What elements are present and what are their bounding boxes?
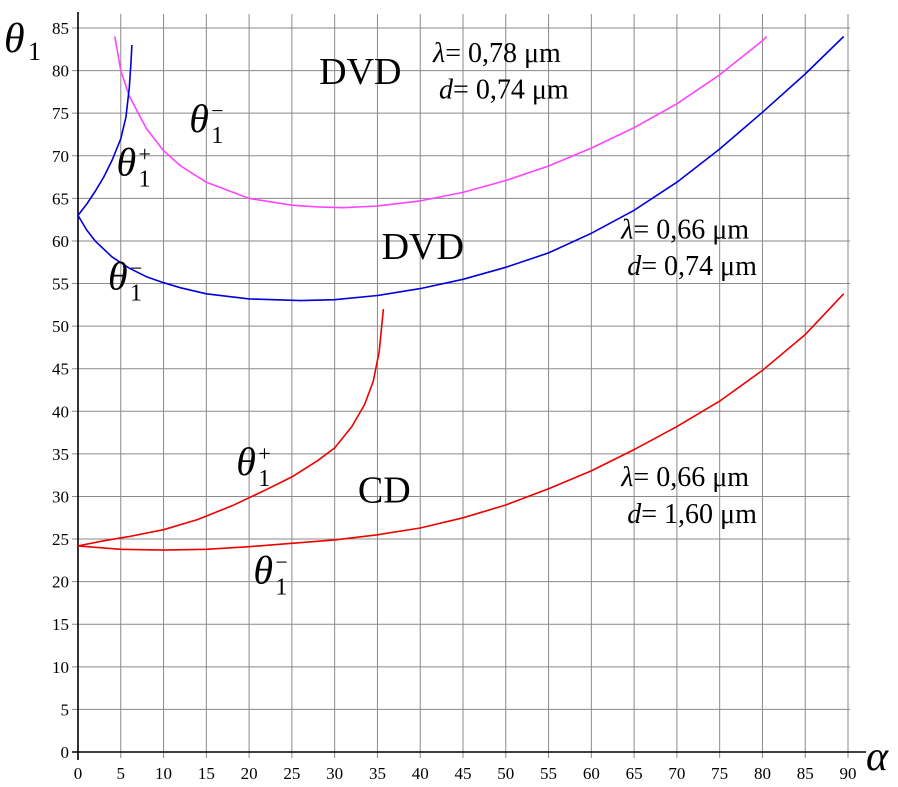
y-tick-label: 10 xyxy=(52,658,69,677)
axes xyxy=(72,12,866,760)
theta-plus-cd-sign: + xyxy=(258,441,270,466)
theta-minus-dvd066-sign: − xyxy=(130,255,142,280)
params-dvd066-d: d= 0,74 μm xyxy=(627,251,757,282)
theta-plus-cd: θ xyxy=(236,439,256,484)
y-tick-label: 25 xyxy=(52,530,69,549)
x-tick-label: 60 xyxy=(583,764,600,783)
x-tick-label: 25 xyxy=(283,764,300,783)
annotations: DVD DVD CD λ= 0,78 μm d= 0,74 μm λ= 0,66 μm d=… xyxy=(108,38,757,600)
x-tick-label: 65 xyxy=(626,764,643,783)
y-tick-label: 75 xyxy=(52,104,69,123)
x-tick-label: 80 xyxy=(754,764,771,783)
series-line-3 xyxy=(77,309,385,547)
x-tick-label: 5 xyxy=(117,764,126,783)
theta-minus-cd-sign: − xyxy=(275,549,287,574)
theta-plus-dvd066-sub: 1 xyxy=(139,166,151,192)
theta-minus-dvd066-sub: 1 xyxy=(130,280,142,306)
x-tick-label: 30 xyxy=(326,764,343,783)
x-tick-label: 50 xyxy=(497,764,514,783)
theta-plus-cd-sub: 1 xyxy=(258,466,270,492)
series-line-4 xyxy=(77,293,845,551)
y-tick-label: 70 xyxy=(52,147,69,166)
x-tick-label: 15 xyxy=(198,764,215,783)
params-dvd066-lambda: λ= 0,66 μm xyxy=(620,214,749,245)
y-tick-label: 35 xyxy=(52,445,69,464)
x-tick-label: 70 xyxy=(668,764,685,783)
x-axis-title: α xyxy=(866,734,889,780)
y-tick-label: 45 xyxy=(52,360,69,379)
y-tick-label: 5 xyxy=(61,700,70,719)
y-tick-label: 20 xyxy=(52,573,69,592)
series-line-2 xyxy=(77,44,133,216)
params-cd-d: d= 1,60 μm xyxy=(627,499,757,530)
y-tick-label: 50 xyxy=(52,317,69,336)
dvd-mid-title: DVD xyxy=(382,226,464,268)
y-tick-label: 85 xyxy=(52,19,69,38)
y-tick-label: 65 xyxy=(52,189,69,208)
series-group xyxy=(77,35,845,551)
params-dvd078-lambda: λ= 0,78 μm xyxy=(432,38,561,69)
y-tick-label: 55 xyxy=(52,275,69,294)
x-tick-label: 85 xyxy=(797,764,814,783)
x-tick-label: 40 xyxy=(412,764,429,783)
x-tick-label: 55 xyxy=(540,764,557,783)
x-tick-label: 45 xyxy=(455,764,472,783)
x-tick-label: 10 xyxy=(155,764,172,783)
y-axis-title: θ xyxy=(4,16,25,62)
cd-title: CD xyxy=(358,469,411,511)
x-tick-label: 35 xyxy=(369,764,386,783)
theta-plus-dvd066-sign: + xyxy=(139,141,151,166)
tick-labels: 0 5 10 15 20 25 30 35 40 45 50 55 60 65 70 75 80 85 90 0 5 10… xyxy=(52,19,857,783)
y-tick-label: 30 xyxy=(52,487,69,506)
x-tick-label: 90 xyxy=(840,764,857,783)
y-tick-label: 80 xyxy=(52,62,69,81)
theta-minus-cd-sub: 1 xyxy=(275,574,287,600)
y-axis-title-sub: 1 xyxy=(28,37,41,66)
dvd-top-title: DVD xyxy=(319,51,401,93)
theta-minus-dvd066: θ xyxy=(108,253,128,298)
theta-plus-dvd066: θ xyxy=(117,139,137,184)
params-dvd078-d: d= 0,74 μm xyxy=(439,75,569,106)
theta-minus-dvd078-sub: 1 xyxy=(211,123,223,149)
y-tick-label: 60 xyxy=(52,232,69,251)
params-cd-lambda: λ= 0,66 μm xyxy=(620,462,749,493)
y-tick-label: 40 xyxy=(52,402,69,421)
x-tick-label: 75 xyxy=(711,764,728,783)
y-tick-label: 15 xyxy=(52,615,69,634)
series-line-0 xyxy=(114,35,768,209)
series-line-1 xyxy=(77,35,845,302)
y-tick-label: 0 xyxy=(61,743,70,762)
theta-minus-dvd078-sign: − xyxy=(211,98,223,123)
theta-minus-cd: θ xyxy=(253,547,273,592)
theta-minus-dvd078: θ xyxy=(189,96,209,141)
x-tick-label: 0 xyxy=(74,764,83,783)
axis-titles: θ 1α xyxy=(4,16,889,780)
grid xyxy=(72,14,850,758)
x-tick-label: 20 xyxy=(241,764,258,783)
